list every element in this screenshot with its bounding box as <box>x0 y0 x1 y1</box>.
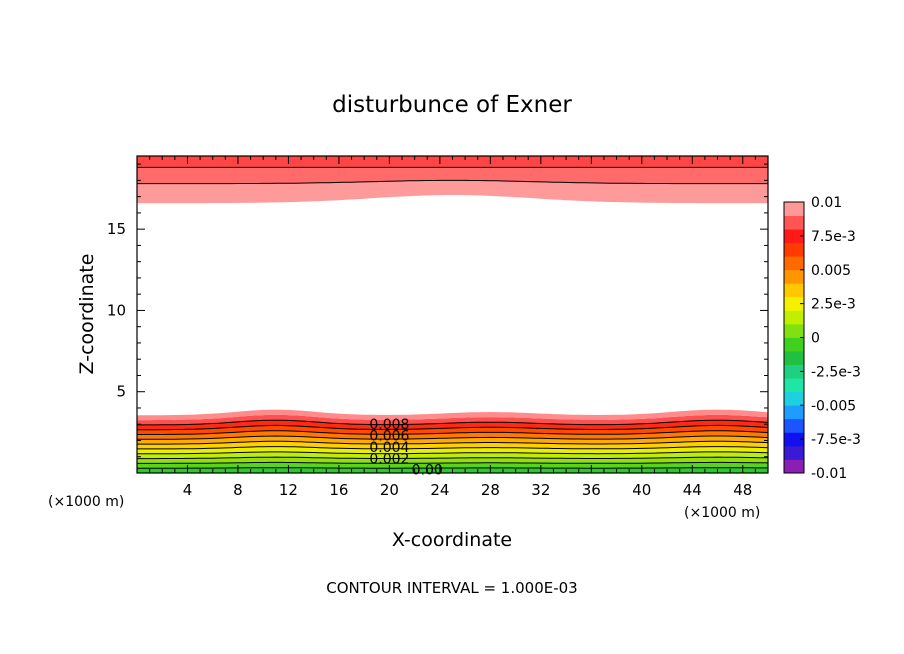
colorbar-swatch <box>784 283 804 298</box>
x-tick-labels: 4 8 12 16 20 24 28 32 36 40 44 48 <box>183 481 753 499</box>
contour-lines <box>137 166 769 469</box>
x-tick-label: 48 <box>733 481 752 499</box>
colorbar-swatch <box>784 364 804 379</box>
x-tick-label: 24 <box>430 481 449 499</box>
colorbar-swatch <box>784 432 804 447</box>
x-tick-label: 44 <box>683 481 702 499</box>
field-band-low <box>137 430 768 440</box>
colorbar-label: 2.5e-3 <box>811 297 856 313</box>
colorbar-swatch <box>784 296 804 311</box>
contour-label: 0.004 <box>369 440 409 456</box>
x-tick-label: 36 <box>582 481 601 499</box>
colorbar-swatch <box>784 445 804 460</box>
colorbar-swatch <box>784 256 804 271</box>
field-band-low <box>137 420 768 430</box>
x-tick-label: 16 <box>329 481 348 499</box>
field-band-top-dark <box>137 156 768 168</box>
field-band-low <box>137 425 768 435</box>
x-tick-label: 40 <box>632 481 651 499</box>
axis-ticks <box>137 156 768 473</box>
y-tick-label: 5 <box>116 383 126 401</box>
colorbar-label: -0.01 <box>811 466 847 482</box>
colorbar-swatch <box>784 202 804 216</box>
colorbar-swatch <box>784 229 804 244</box>
colorbar-label: -2.5e-3 <box>811 364 861 380</box>
y-tick-labels: 5 10 15 <box>107 220 126 401</box>
field-band-low <box>137 441 768 449</box>
x-tick-label: 12 <box>279 481 298 499</box>
colorbar <box>783 201 805 474</box>
x-tick-label: 28 <box>481 481 500 499</box>
contour-line <box>137 446 769 450</box>
x-tick-label: 20 <box>380 481 399 499</box>
contour-line <box>137 430 769 435</box>
x-tick-label: 4 <box>183 481 193 499</box>
colorbar-swatch <box>784 418 804 433</box>
colorbar-label: -0.005 <box>811 398 856 414</box>
colorbar-label: 0.005 <box>811 263 851 279</box>
colorbar-swatch <box>784 391 804 406</box>
x-tick-label: 32 <box>531 481 550 499</box>
field-band-low <box>137 436 768 445</box>
y-axis-label: Z-coordinate <box>76 254 98 375</box>
contour-line <box>137 451 769 455</box>
x-axis-label: X-coordinate <box>392 529 512 551</box>
colorbar-swatch <box>784 351 804 365</box>
colorbar-swatch <box>784 242 804 257</box>
contour-label: 0.002 <box>369 451 409 467</box>
colorbar-swatch <box>784 310 804 325</box>
contour-label: 0.008 <box>369 417 409 433</box>
contour-line <box>137 179 768 185</box>
colorbar-swatch <box>784 337 804 352</box>
colorbar-swatch <box>784 405 804 420</box>
field-band-low <box>137 462 768 469</box>
contour-line <box>137 435 769 440</box>
x-unit-left: (×1000 m) <box>48 494 124 510</box>
chart-title: disturbunce of Exner <box>332 92 572 118</box>
colorbar-label: -7.5e-3 <box>811 432 861 448</box>
contour-field <box>137 156 768 473</box>
colorbar-swatch <box>784 459 804 474</box>
colorbar-label: 7.5e-3 <box>811 229 856 245</box>
contour-interval-footer: CONTOUR INTERVAL = 1.000E-03 <box>326 579 577 597</box>
y-tick-label: 10 <box>107 301 126 319</box>
y-tick-label: 15 <box>107 220 126 238</box>
x-tick-label: 8 <box>233 481 243 499</box>
contour-label: 0.006 <box>369 429 409 445</box>
colorbar-swatch <box>784 323 804 338</box>
colorbar-swatch <box>784 215 804 230</box>
colorbar-labels: 0.01 7.5e-3 0.005 2.5e-3 0 -2.5e-3 -0.005 -7.5e… <box>800 195 861 482</box>
field-band-low <box>137 409 768 421</box>
contour-line <box>137 467 768 469</box>
contour-line <box>137 440 769 445</box>
contour-line <box>137 456 769 460</box>
contour-line <box>137 461 769 464</box>
contour-line <box>137 424 769 431</box>
colorbar-swatch <box>784 269 804 284</box>
colorbar-swatch <box>784 378 804 393</box>
colorbar-label: 0 <box>811 331 820 347</box>
x-unit-right: (×1000 m) <box>684 505 760 521</box>
contour-line <box>137 419 769 426</box>
field-band-low <box>137 414 768 425</box>
colorbar-label: 0.01 <box>811 195 842 211</box>
